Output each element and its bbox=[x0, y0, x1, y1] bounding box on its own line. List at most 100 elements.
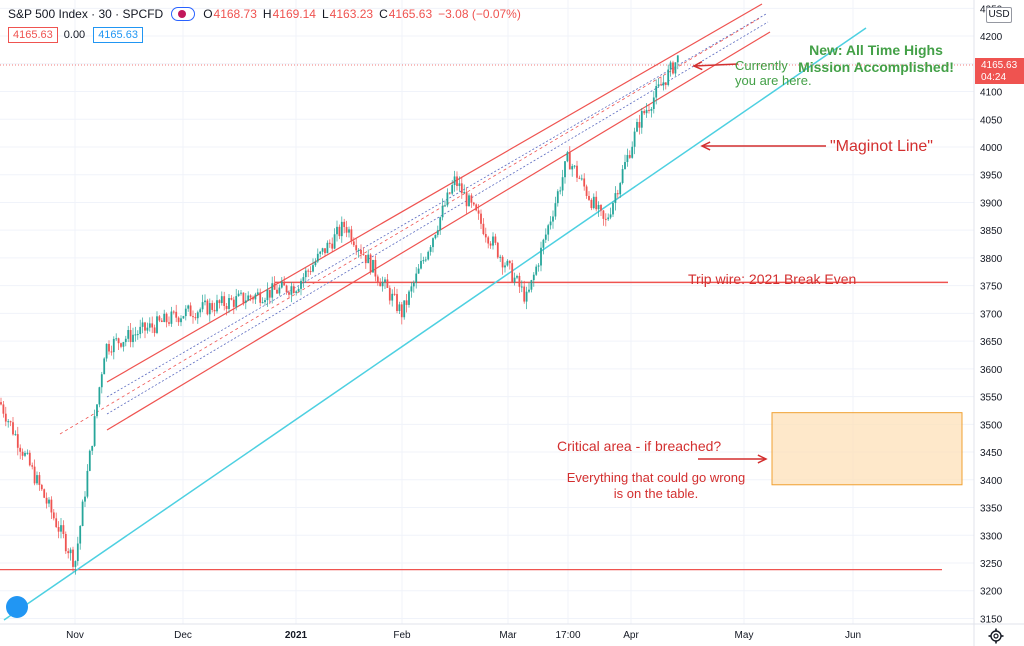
candle-body bbox=[86, 470, 89, 497]
candle-body bbox=[276, 289, 278, 294]
candle-body bbox=[676, 55, 679, 63]
candle-body bbox=[631, 146, 634, 158]
x-tick-label: Apr bbox=[623, 630, 639, 641]
candle-body bbox=[141, 322, 144, 327]
candle-body bbox=[24, 452, 26, 456]
candle-body bbox=[513, 277, 516, 283]
candle-body bbox=[504, 265, 506, 268]
candle-body bbox=[31, 465, 34, 467]
candle-body bbox=[405, 300, 408, 305]
ohlc-change: −3.08 (−0.07%) bbox=[438, 7, 521, 21]
candle-body bbox=[196, 312, 199, 319]
candle-body bbox=[144, 322, 146, 331]
candle-body bbox=[667, 69, 670, 85]
critical-zone-box bbox=[771, 412, 963, 486]
candle-body bbox=[393, 293, 396, 295]
candle-body bbox=[110, 351, 113, 353]
candle-body bbox=[266, 289, 269, 301]
candle-body bbox=[64, 533, 67, 552]
candle-body bbox=[597, 204, 600, 210]
y-tick-label: 3200 bbox=[980, 587, 1003, 598]
gear-icon[interactable] bbox=[988, 628, 1004, 644]
candle-body bbox=[364, 255, 367, 264]
candle-body bbox=[33, 466, 36, 484]
legend-header: S&P 500 Index · 30 · SPCFD O4168.73 H416… bbox=[8, 5, 527, 23]
annotation-wrong-line1: Everything that could go wrong bbox=[567, 470, 746, 485]
y-tick-label: 3450 bbox=[980, 448, 1003, 459]
candle-body bbox=[528, 289, 530, 292]
candle-body bbox=[518, 275, 521, 287]
candle-body bbox=[420, 260, 422, 269]
candle-body bbox=[261, 302, 264, 304]
candle-body bbox=[21, 451, 24, 456]
candle-body bbox=[657, 84, 660, 87]
candle-body bbox=[208, 303, 211, 315]
candle-body bbox=[585, 186, 588, 196]
market-status-icon[interactable] bbox=[171, 7, 196, 21]
candle-body bbox=[621, 169, 624, 184]
y-tick-label: 3800 bbox=[980, 254, 1003, 265]
bid-button[interactable]: 4165.63 bbox=[8, 27, 58, 43]
y-tick-label: 3400 bbox=[980, 476, 1003, 487]
candle-body bbox=[96, 404, 98, 417]
candle-body bbox=[636, 121, 638, 132]
tradingview-logo-icon[interactable] bbox=[6, 596, 28, 618]
candle-body bbox=[256, 292, 259, 295]
candle-body bbox=[115, 338, 118, 340]
candle-body bbox=[650, 108, 653, 111]
candle-body bbox=[312, 265, 314, 272]
candle-body bbox=[211, 303, 214, 310]
y-tick-label: 3250 bbox=[980, 559, 1003, 570]
annotation-ath-line2: Mission Accomplished! bbox=[798, 59, 954, 75]
channel-extension bbox=[59, 17, 761, 435]
candle-body bbox=[170, 311, 173, 324]
quote-row: 4165.63 0.00 4165.63 bbox=[8, 27, 149, 43]
candle-body bbox=[175, 311, 178, 318]
candle-body bbox=[516, 275, 518, 278]
candle-body bbox=[331, 243, 334, 249]
candle-body bbox=[57, 527, 60, 532]
candle-body bbox=[460, 183, 463, 194]
currency-badge[interactable]: USD bbox=[986, 7, 1012, 23]
candle-body bbox=[300, 280, 302, 289]
candle-body bbox=[124, 338, 127, 343]
candle-body bbox=[19, 447, 22, 452]
candle-body bbox=[451, 185, 454, 194]
candle-body bbox=[76, 543, 79, 562]
candle-body bbox=[583, 178, 586, 187]
candle-body bbox=[100, 374, 103, 388]
candle-body bbox=[84, 496, 86, 502]
candle-body bbox=[127, 330, 130, 339]
ohlc-close: C4165.63 bbox=[379, 7, 433, 21]
candle-body bbox=[259, 292, 262, 303]
candle-body bbox=[69, 549, 72, 554]
candle-body bbox=[192, 316, 194, 318]
candle-body bbox=[506, 260, 509, 266]
candle-body bbox=[158, 316, 161, 321]
candle-body bbox=[350, 229, 353, 242]
spread-value: 0.00 bbox=[63, 29, 86, 41]
candle-body bbox=[120, 343, 122, 347]
candle-body bbox=[52, 512, 55, 519]
annotation-wrong-line2: is on the table. bbox=[614, 486, 699, 501]
candle-body bbox=[448, 192, 451, 194]
candle-body bbox=[614, 193, 617, 204]
candle-body bbox=[132, 334, 134, 343]
ask-button[interactable]: 4165.63 bbox=[93, 27, 143, 43]
candle-body bbox=[662, 82, 665, 86]
candle-body bbox=[439, 217, 442, 231]
candle-body bbox=[340, 221, 343, 237]
candle-body bbox=[228, 298, 230, 309]
candle-body bbox=[607, 217, 610, 220]
x-tick-label: Dec bbox=[174, 630, 192, 641]
candle-body bbox=[14, 434, 17, 436]
candle-body bbox=[508, 260, 511, 264]
symbol-title[interactable]: S&P 500 Index · 30 · SPCFD bbox=[8, 7, 164, 21]
candle-body bbox=[537, 265, 540, 267]
ohlc-low: L4163.23 bbox=[321, 7, 374, 21]
candle-body bbox=[446, 192, 449, 206]
candle-body bbox=[367, 254, 370, 264]
candle-body bbox=[470, 195, 473, 203]
candle-body bbox=[338, 226, 341, 237]
